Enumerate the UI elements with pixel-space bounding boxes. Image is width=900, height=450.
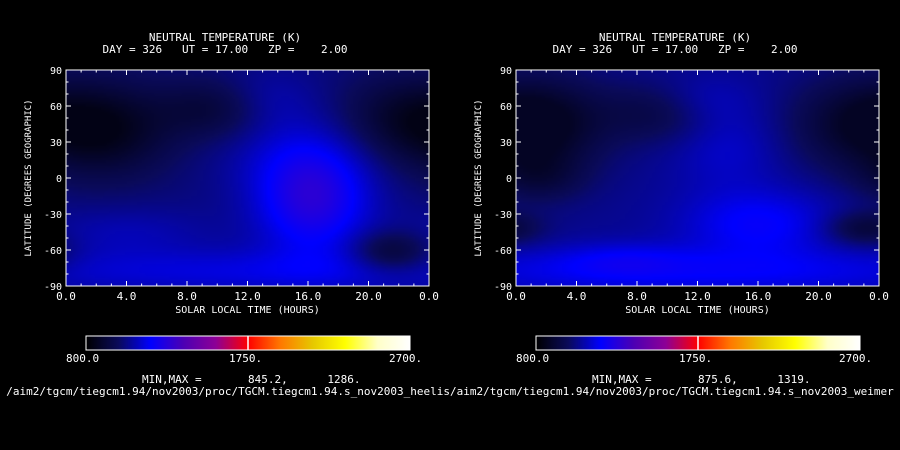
y-tick-label: -60 [44, 246, 62, 257]
y-tick-label: 0 [506, 174, 512, 185]
left-heatmap-chart: 0.0 4.0 8.0 12.0 16.0 20.0 0.0-90-60-300306090… [24, 66, 439, 351]
y-tick-label: -30 [494, 210, 512, 221]
colorbar-max-label: 2700. [839, 352, 873, 365]
y-tick-label: -60 [494, 246, 512, 257]
x-tick-label: 16.0 [745, 290, 772, 303]
right-panel: NEUTRAL TEMPERATURE (K) DAY = 326 UT = 1… [450, 0, 900, 450]
colorbar-mid-label: 1750. [229, 352, 263, 365]
heatmap-field [66, 70, 429, 286]
chart-subtitle: DAY = 326 UT = 17.00 ZP = 2.00 [102, 43, 348, 56]
x-tick-label: 16.0 [295, 290, 322, 303]
y-tick-label: -90 [44, 282, 62, 293]
y-tick-label: 60 [500, 102, 512, 113]
x-tick-label: 0.0 [419, 290, 439, 303]
colorbar-max-label: 2700. [389, 352, 423, 365]
y-tick-label: 60 [50, 102, 62, 113]
x-tick-label: 0.0 [869, 290, 889, 303]
y-tick-label: 90 [50, 66, 62, 77]
x-axis-label: SOLAR LOCAL TIME (HOURS) [175, 305, 320, 316]
x-tick-label: 12.0 [234, 290, 261, 303]
y-axis-label: LATITUDE (DEGREES GEOGRAPHIC) [474, 99, 484, 256]
x-tick-label: 20.0 [805, 290, 832, 303]
x-tick-label: 20.0 [355, 290, 382, 303]
source-path: /aim2/tgcm/tiegcm1.94/nov2003/proc/TGCM.… [450, 385, 894, 398]
chart-title: NEUTRAL TEMPERATURE (K) [598, 31, 752, 44]
left-panel: NEUTRAL TEMPERATURE (K) DAY = 326 UT = 1… [6, 31, 450, 399]
heatmap-field [516, 70, 879, 286]
colorbar-mid-label: 1750. [679, 352, 713, 365]
x-tick-label: 8.0 [177, 290, 197, 303]
chart-subtitle: DAY = 326 UT = 17.00 ZP = 2.00 [552, 43, 798, 56]
colorbar-min-label: 800.0 [516, 352, 550, 365]
right-heatmap-chart: 0.0 4.0 8.0 12.0 16.0 20.0 0.0-90-60-300306090… [474, 66, 889, 351]
colorbar-min-label: 800.0 [66, 352, 100, 365]
minmax-readout: MIN,MAX = 845.2, 1286. [142, 373, 361, 386]
x-tick-label: 0.0 [56, 290, 76, 303]
x-tick-label: 12.0 [684, 290, 711, 303]
y-tick-label: -90 [494, 282, 512, 293]
y-tick-label: 0 [56, 174, 62, 185]
chart-title: NEUTRAL TEMPERATURE (K) [148, 31, 302, 44]
x-tick-label: 4.0 [567, 290, 587, 303]
y-tick-label: 30 [50, 138, 62, 149]
source-path: /aim2/tgcm/tiegcm1.94/nov2003/proc/TGCM.… [6, 385, 450, 398]
y-axis-label: LATITUDE (DEGREES GEOGRAPHIC) [24, 99, 34, 256]
y-tick-label: 30 [500, 138, 512, 149]
minmax-readout: MIN,MAX = 875.6, 1319. [592, 373, 811, 386]
x-tick-label: 0.0 [506, 290, 526, 303]
x-tick-label: 8.0 [627, 290, 647, 303]
y-tick-label: -30 [44, 210, 62, 221]
y-tick-label: 90 [500, 66, 512, 77]
x-axis-label: SOLAR LOCAL TIME (HOURS) [625, 305, 770, 316]
x-tick-label: 4.0 [117, 290, 137, 303]
